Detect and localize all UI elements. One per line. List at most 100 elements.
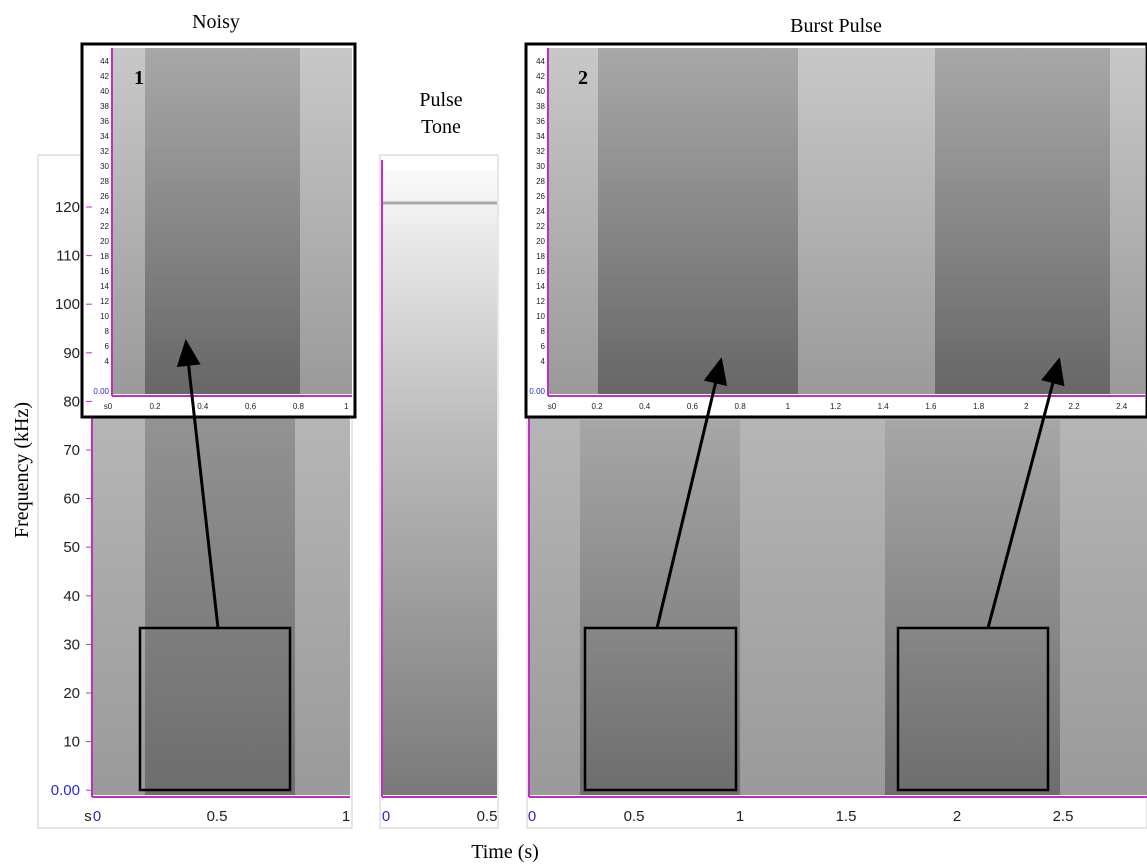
inset-y-tick-label: 16 (100, 267, 109, 276)
arrow (986, 357, 1065, 629)
spectrogram (382, 170, 497, 795)
inset-y-tick-label: 36 (100, 117, 109, 126)
inset-y-tick-label: 34 (100, 132, 109, 141)
inset-x-tick-label: 0.6 (687, 402, 699, 411)
inset-y-tick-label: 30 (536, 162, 545, 171)
inset-y-tick-label: 18 (100, 252, 109, 261)
inset-y-tick-label: 4 (105, 357, 110, 366)
y-axis-label: Frequency (kHz) (11, 402, 33, 538)
inset-y-tick-label: 8 (105, 327, 110, 336)
inset-y-tick-label: 38 (100, 102, 109, 111)
call-energy (145, 48, 300, 394)
inset-y-tick-label: 16 (536, 267, 545, 276)
inset-y-tick-label: 34 (536, 132, 545, 141)
zoom-box (583, 626, 738, 792)
inset-y-tick-label: 10 (536, 312, 545, 321)
x-tick-label: 0 (382, 808, 390, 825)
inset-x-tick-label: 2.2 (1068, 402, 1080, 411)
inset-label: 2 (578, 67, 588, 89)
inset-x-tick-label: 1 (786, 402, 791, 411)
y-tick-label: 90 (63, 345, 80, 362)
inset-y-tick-label: 8 (541, 327, 546, 336)
panel-title: Noisy (192, 11, 240, 33)
inset-y-tick-label: 0.00 (529, 387, 545, 396)
inset-y-tick-label: 20 (536, 237, 545, 246)
x-tick-label: 0.5 (207, 808, 228, 825)
inset-y-tick-label: 44 (536, 57, 545, 66)
inset-y-tick-label: 32 (536, 147, 545, 156)
inset-y-tick-label: 42 (100, 72, 109, 81)
arrow (176, 339, 220, 629)
x-tick-label: 0.5 (624, 808, 645, 825)
inset-x-tick-label: 0.4 (639, 402, 651, 411)
x-axis-label: Time (s) (471, 841, 539, 863)
inset-x-tick-label: 1.4 (878, 402, 890, 411)
inset-y-tick-label: 22 (100, 222, 109, 231)
zoom-box (138, 626, 292, 792)
inset-y-tick-label: 12 (536, 297, 545, 306)
x-tick-label: 2.5 (1053, 808, 1074, 825)
inset-x-tick-label: 0.4 (197, 402, 209, 411)
inset-x-tick-label: 0.6 (245, 402, 257, 411)
inset-x-tick-label: 1.6 (925, 402, 937, 411)
y-tick-label: 100 (55, 296, 80, 313)
inset-y-tick-label: 14 (100, 282, 109, 291)
call-energy (885, 420, 1060, 795)
call-energy (598, 48, 798, 394)
inset-y-tick-label: 18 (536, 252, 545, 261)
inset-y-tick-label: 38 (536, 102, 545, 111)
y-tick-label: 20 (63, 685, 80, 702)
inset-y-tick-label: 28 (536, 177, 545, 186)
panel-title: Tone (421, 116, 461, 138)
inset-x-tick-label: s0 (104, 402, 113, 411)
inset-x-tick-label: 0.8 (293, 402, 305, 411)
x-tick-label: 0.5 (477, 808, 498, 825)
inset-y-tick-label: 36 (536, 117, 545, 126)
y-tick-label: 30 (63, 636, 80, 653)
x-tick-label: 2 (953, 808, 961, 825)
x-tick-label: 0 (93, 808, 101, 825)
inset-x-tick-label: 0.2 (591, 402, 603, 411)
y-tick-label: 80 (63, 393, 80, 410)
inset-y-tick-label: 6 (105, 342, 110, 351)
inset-y-tick-label: 26 (536, 192, 545, 201)
inset-y-tick-label: 44 (100, 57, 109, 66)
inset-x-tick-label: 2 (1024, 402, 1029, 411)
inset-y-tick-label: 0.00 (93, 387, 109, 396)
x-tick-label: 1 (342, 808, 350, 825)
inset-y-tick-label: 26 (100, 192, 109, 201)
inset-y-tick-label: 20 (100, 237, 109, 246)
inset-y-tick-label: 28 (100, 177, 109, 186)
inset-x-tick-label: 1.2 (830, 402, 842, 411)
inset-y-tick-label: 10 (100, 312, 109, 321)
y-tick-label: 120 (55, 199, 80, 216)
inset-y-tick-label: 6 (541, 342, 546, 351)
x-tick-label: s (84, 808, 92, 825)
inset-y-tick-label: 30 (100, 162, 109, 171)
arrow (655, 357, 728, 629)
y-tick-label: 40 (63, 588, 80, 605)
y-tick-label: 10 (63, 734, 80, 751)
y-tick-label: 60 (63, 491, 80, 508)
panel-title: Pulse (419, 89, 462, 111)
call-energy (580, 420, 740, 795)
inset-y-tick-label: 24 (100, 207, 109, 216)
inset-y-tick-label: 12 (100, 297, 109, 306)
x-tick-label: 0 (528, 808, 536, 825)
call-energy (935, 48, 1110, 394)
panel-title: Burst Pulse (790, 15, 882, 37)
inset-y-tick-label: 40 (100, 87, 109, 96)
inset-x-tick-label: 0.2 (149, 402, 161, 411)
zoom-box (896, 626, 1050, 792)
x-tick-label: 1 (736, 808, 744, 825)
inset-y-tick-label: 4 (541, 357, 546, 366)
y-tick-label: 70 (63, 442, 80, 459)
inset-y-tick-label: 40 (536, 87, 545, 96)
inset-x-tick-label: 2.4 (1116, 402, 1128, 411)
x-tick-label: 1.5 (836, 808, 857, 825)
inset-x-tick-label: s0 (548, 402, 557, 411)
inset-x-tick-label: 0.8 (735, 402, 747, 411)
inset-y-tick-label: 14 (536, 282, 545, 291)
inset-x-tick-label: 1.8 (973, 402, 985, 411)
